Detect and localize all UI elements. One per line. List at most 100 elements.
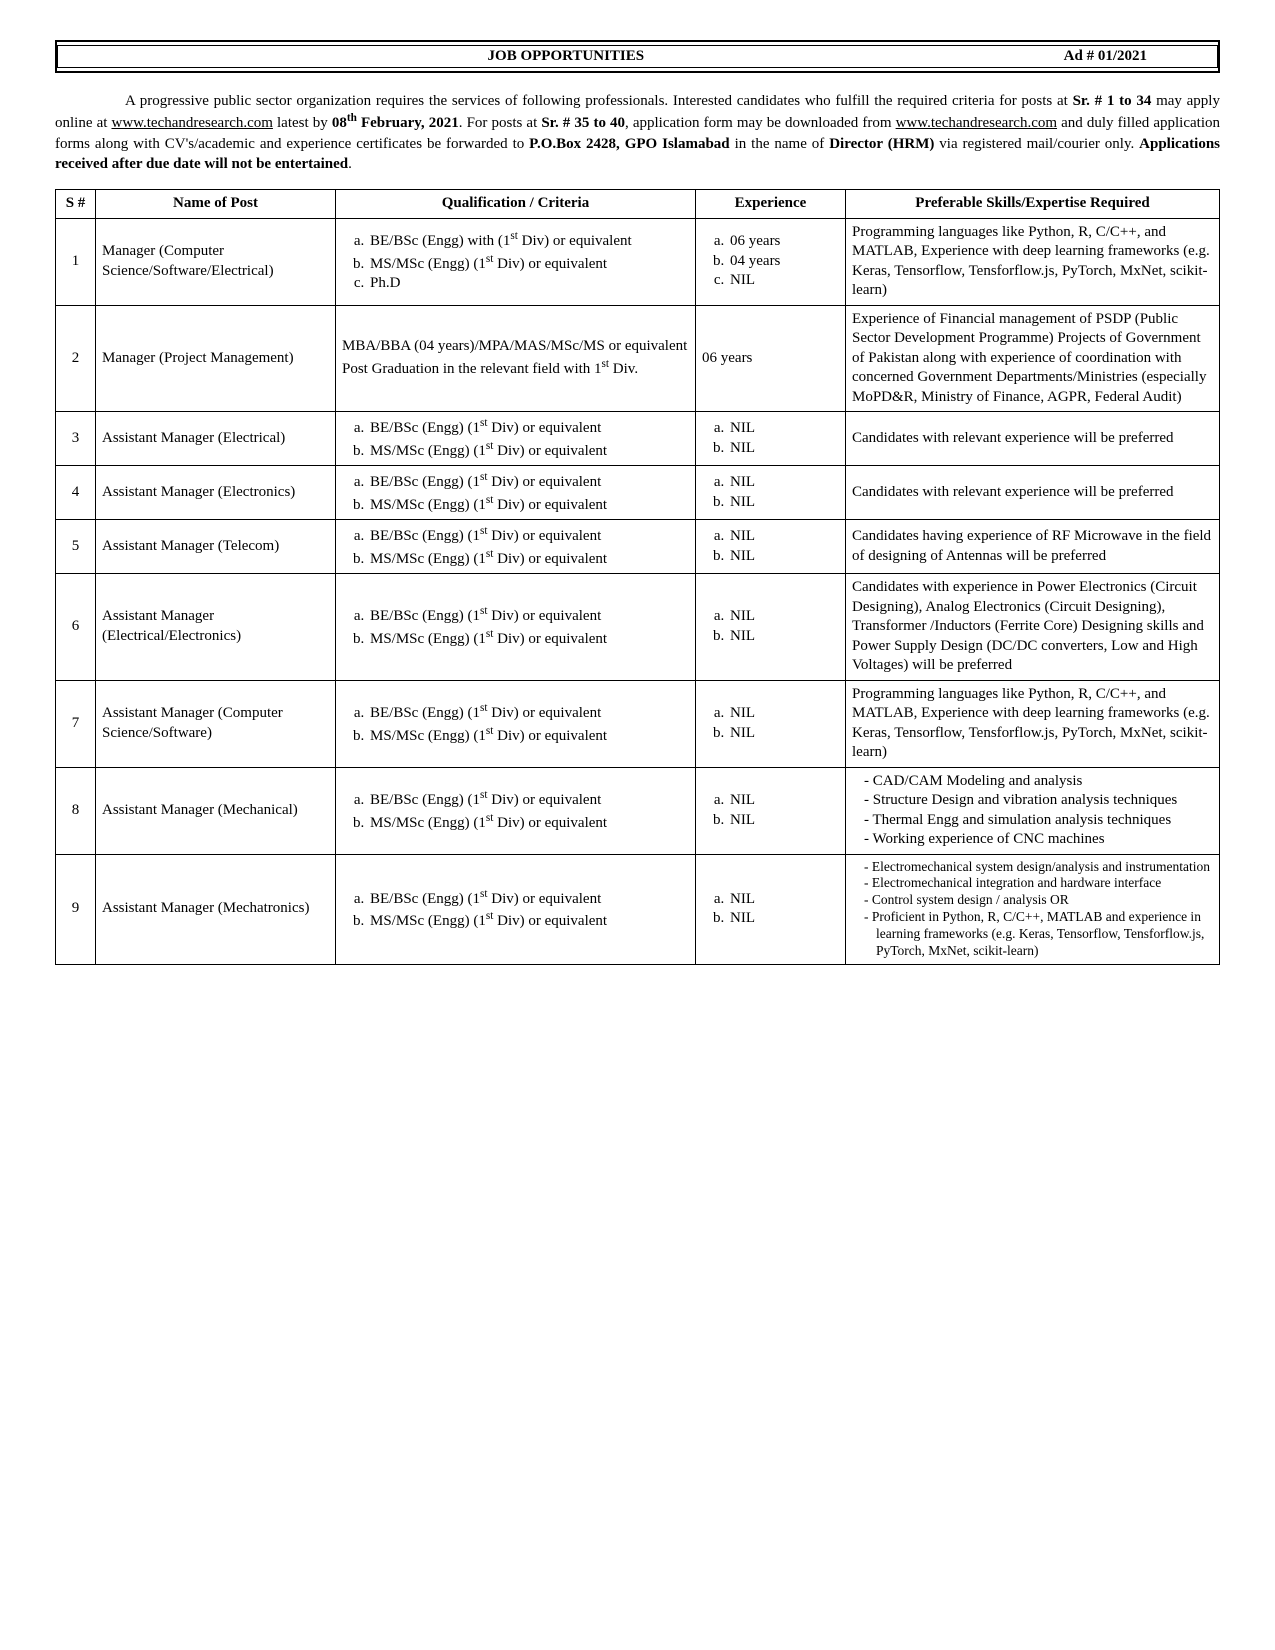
list-item: MS/MSc (Engg) (1st Div) or equivalent	[368, 493, 689, 516]
list-item: NIL	[728, 527, 839, 547]
th-sn: S #	[56, 190, 96, 219]
cell-qualification: BE/BSc (Engg) (1st Div) or equivalentMS/…	[336, 574, 696, 681]
cell-experience: NILNIL	[696, 767, 846, 854]
list-item: MS/MSc (Engg) (1st Div) or equivalent	[368, 627, 689, 650]
cell-qualification: BE/BSc (Engg) (1st Div) or equivalentMS/…	[336, 520, 696, 574]
table-row: 2Manager (Project Management)MBA/BBA (04…	[56, 305, 1220, 412]
cell-post: Assistant Manager (Electronics)	[96, 466, 336, 520]
list-item: Structure Design and vibration analysis …	[864, 791, 1213, 811]
cell-sn: 4	[56, 466, 96, 520]
table-row: 3Assistant Manager (Electrical)BE/BSc (E…	[56, 412, 1220, 466]
list-item: Proficient in Python, R, C/C++, MATLAB a…	[864, 909, 1213, 960]
cell-post: Assistant Manager (Electrical)	[96, 412, 336, 466]
th-exp: Experience	[696, 190, 846, 219]
cell-qualification: BE/BSc (Engg) (1st Div) or equivalentMS/…	[336, 680, 696, 767]
list-item: BE/BSc (Engg) (1st Div) or equivalent	[368, 470, 689, 493]
cell-post: Assistant Manager (Mechanical)	[96, 767, 336, 854]
cell-skills: Candidates with relevant experience will…	[846, 412, 1220, 466]
cell-experience: NILNIL	[696, 854, 846, 964]
intro-deadline: 08th February, 2021	[332, 115, 459, 131]
cell-experience: NILNIL	[696, 574, 846, 681]
list-item: NIL	[728, 439, 839, 459]
list-item: BE/BSc (Engg) (1st Div) or equivalent	[368, 788, 689, 811]
header-title: JOB OPPORTUNITIES	[68, 48, 1064, 65]
header-inner: JOB OPPORTUNITIES Ad # 01/2021	[57, 45, 1218, 68]
cell-post: Assistant Manager (Electrical/Electronic…	[96, 574, 336, 681]
th-skill: Preferable Skills/Expertise Required	[846, 190, 1220, 219]
cell-sn: 8	[56, 767, 96, 854]
cell-post: Manager (Project Management)	[96, 305, 336, 412]
cell-post: Manager (Computer Science/Software/Elect…	[96, 218, 336, 305]
cell-experience: 06 years04 yearsNIL	[696, 218, 846, 305]
list-item: NIL	[728, 607, 839, 627]
table-row: 9Assistant Manager (Mechatronics) BE/BSc …	[56, 854, 1220, 964]
intro-text: via registered mail/courier only.	[934, 136, 1139, 152]
list-item: BE/BSc (Engg) (1st Div) or equivalent	[368, 604, 689, 627]
list-item: 06 years	[728, 232, 839, 252]
intro-url-1[interactable]: www.techandresearch.com	[111, 115, 272, 131]
cell-skills: CAD/CAM Modeling and analysisStructure D…	[846, 767, 1220, 854]
cell-qualification: BE/BSc (Engg) (1st Div) or equivalentMS/…	[336, 412, 696, 466]
intro-text: in the name of	[730, 136, 830, 152]
intro-text: . For posts at	[459, 115, 542, 131]
list-item: NIL	[728, 724, 839, 744]
intro-sr-35-40: Sr. # 35 to 40	[541, 115, 625, 131]
intro-paragraph: A progressive public sector organization…	[55, 91, 1220, 174]
list-item: BE/BSc (Engg) with (1st Div) or equivale…	[368, 229, 689, 252]
cell-post: Assistant Manager (Computer Science/Soft…	[96, 680, 336, 767]
list-item: 04 years	[728, 252, 839, 272]
list-item: NIL	[728, 493, 839, 513]
list-item: BE/BSc (Engg) (1st Div) or equivalent	[368, 701, 689, 724]
list-item: Ph.D	[368, 274, 689, 294]
cell-sn: 3	[56, 412, 96, 466]
intro-text: A progressive public sector organization…	[125, 93, 1073, 109]
cell-skills: Candidates with experience in Power Elec…	[846, 574, 1220, 681]
intro-text: latest by	[273, 115, 332, 131]
table-row: 6Assistant Manager (Electrical/Electroni…	[56, 574, 1220, 681]
intro-director: Director (HRM)	[829, 136, 934, 152]
list-item: Working experience of CNC machines	[864, 830, 1213, 850]
table-header-row: S # Name of Post Qualification / Criteri…	[56, 190, 1220, 219]
intro-text: .	[348, 156, 352, 172]
cell-experience: NILNIL	[696, 520, 846, 574]
table-row: 8Assistant Manager (Mechanical) BE/BSc (E…	[56, 767, 1220, 854]
list-item: Thermal Engg and simulation analysis tec…	[864, 811, 1213, 831]
cell-sn: 5	[56, 520, 96, 574]
list-item: Control system design / analysis OR	[864, 892, 1213, 909]
cell-post: Assistant Manager (Mechatronics)	[96, 854, 336, 964]
list-item: BE/BSc (Engg) (1st Div) or equivalent	[368, 887, 689, 910]
th-post: Name of Post	[96, 190, 336, 219]
cell-qualification: BE/BSc (Engg) with (1st Div) or equivale…	[336, 218, 696, 305]
table-row: 5Assistant Manager (Telecom)BE/BSc (Engg…	[56, 520, 1220, 574]
cell-skills: Programming languages like Python, R, C/…	[846, 218, 1220, 305]
cell-experience: NILNIL	[696, 680, 846, 767]
cell-sn: 9	[56, 854, 96, 964]
header-ad: Ad # 01/2021	[1064, 48, 1207, 65]
list-item: MS/MSc (Engg) (1st Div) or equivalent	[368, 547, 689, 570]
list-item: MS/MSc (Engg) (1st Div) or equivalent	[368, 252, 689, 275]
list-item: Electromechanical integration and hardwa…	[864, 875, 1213, 892]
list-item: NIL	[728, 704, 839, 724]
cell-sn: 6	[56, 574, 96, 681]
list-item: MS/MSc (Engg) (1st Div) or equivalent	[368, 811, 689, 834]
list-item: NIL	[728, 547, 839, 567]
cell-experience: NILNIL	[696, 412, 846, 466]
th-qual: Qualification / Criteria	[336, 190, 696, 219]
cell-experience: 06 years	[696, 305, 846, 412]
list-item: NIL	[728, 890, 839, 910]
list-item: Electromechanical system design/analysis…	[864, 859, 1213, 876]
table-row: 1Manager (Computer Science/Software/Elec…	[56, 218, 1220, 305]
intro-pobox: P.O.Box 2428, GPO Islamabad	[529, 136, 729, 152]
table-row: 7Assistant Manager (Computer Science/Sof…	[56, 680, 1220, 767]
cell-skills: Programming languages like Python, R, C/…	[846, 680, 1220, 767]
list-item: MS/MSc (Engg) (1st Div) or equivalent	[368, 909, 689, 932]
cell-sn: 1	[56, 218, 96, 305]
list-item: NIL	[728, 791, 839, 811]
table-body: 1Manager (Computer Science/Software/Elec…	[56, 218, 1220, 964]
list-item: MS/MSc (Engg) (1st Div) or equivalent	[368, 439, 689, 462]
cell-skills: Electromechanical system design/analysis…	[846, 854, 1220, 964]
cell-qualification: MBA/BBA (04 years)/MPA/MAS/MSc/MS or equ…	[336, 305, 696, 412]
cell-sn: 2	[56, 305, 96, 412]
cell-sn: 7	[56, 680, 96, 767]
intro-url-2[interactable]: www.techandresearch.com	[896, 115, 1057, 131]
